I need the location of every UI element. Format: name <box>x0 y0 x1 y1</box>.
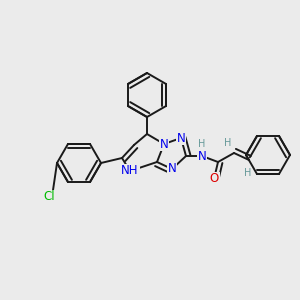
Text: NH: NH <box>121 164 139 178</box>
Text: N: N <box>177 131 185 145</box>
Text: N: N <box>198 149 206 163</box>
Text: N: N <box>168 163 176 176</box>
Text: H: H <box>198 139 206 149</box>
Text: N: N <box>160 137 168 151</box>
Text: H: H <box>244 168 252 178</box>
Text: H: H <box>224 138 232 148</box>
Text: Cl: Cl <box>43 190 55 203</box>
Text: O: O <box>209 172 219 185</box>
